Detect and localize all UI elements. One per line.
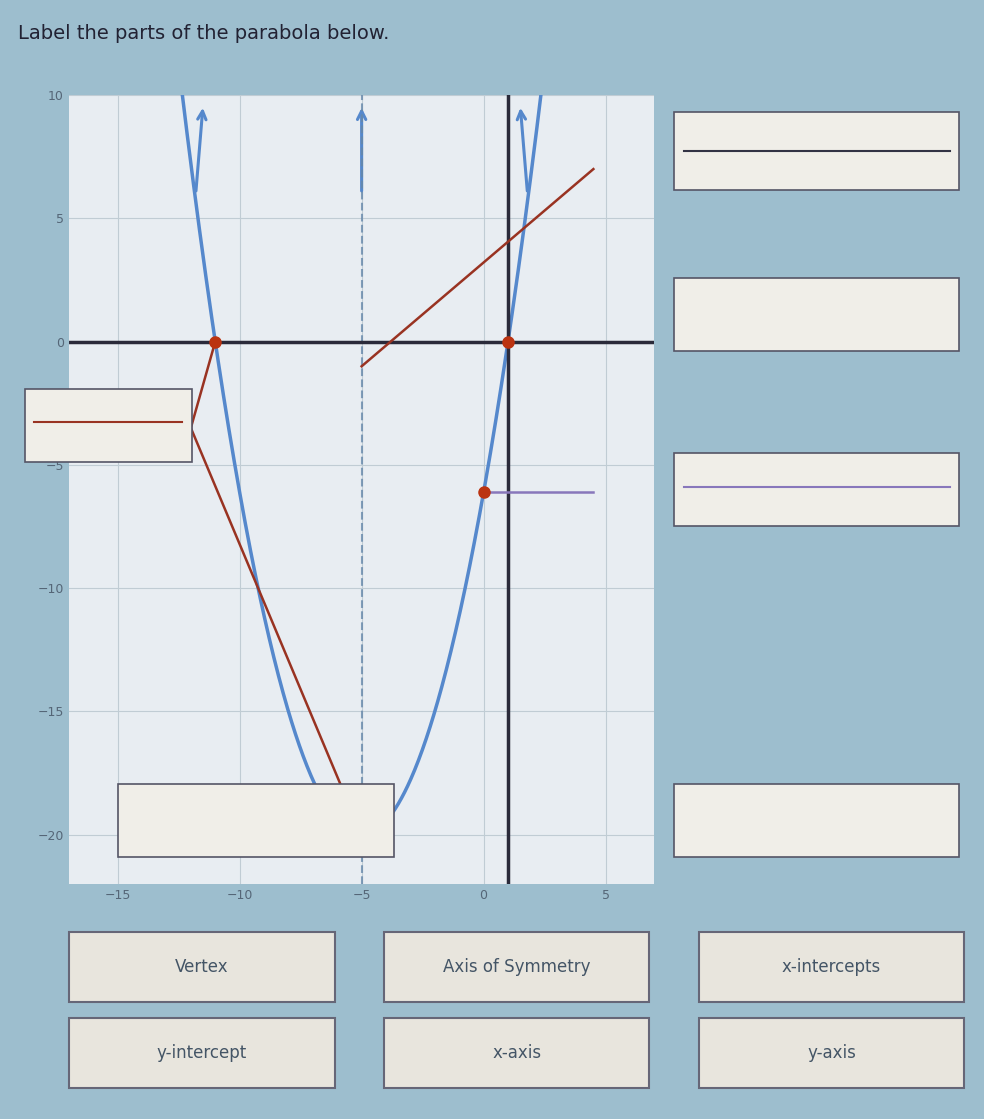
Text: Vertex: Vertex — [175, 958, 228, 976]
Text: y-intercept: y-intercept — [156, 1044, 247, 1062]
Text: x-intercepts: x-intercepts — [782, 958, 881, 976]
Text: y-axis: y-axis — [807, 1044, 856, 1062]
Text: Label the parts of the parabola below.: Label the parts of the parabola below. — [18, 25, 389, 44]
Text: Axis of Symmetry: Axis of Symmetry — [443, 958, 590, 976]
Text: x-axis: x-axis — [492, 1044, 541, 1062]
